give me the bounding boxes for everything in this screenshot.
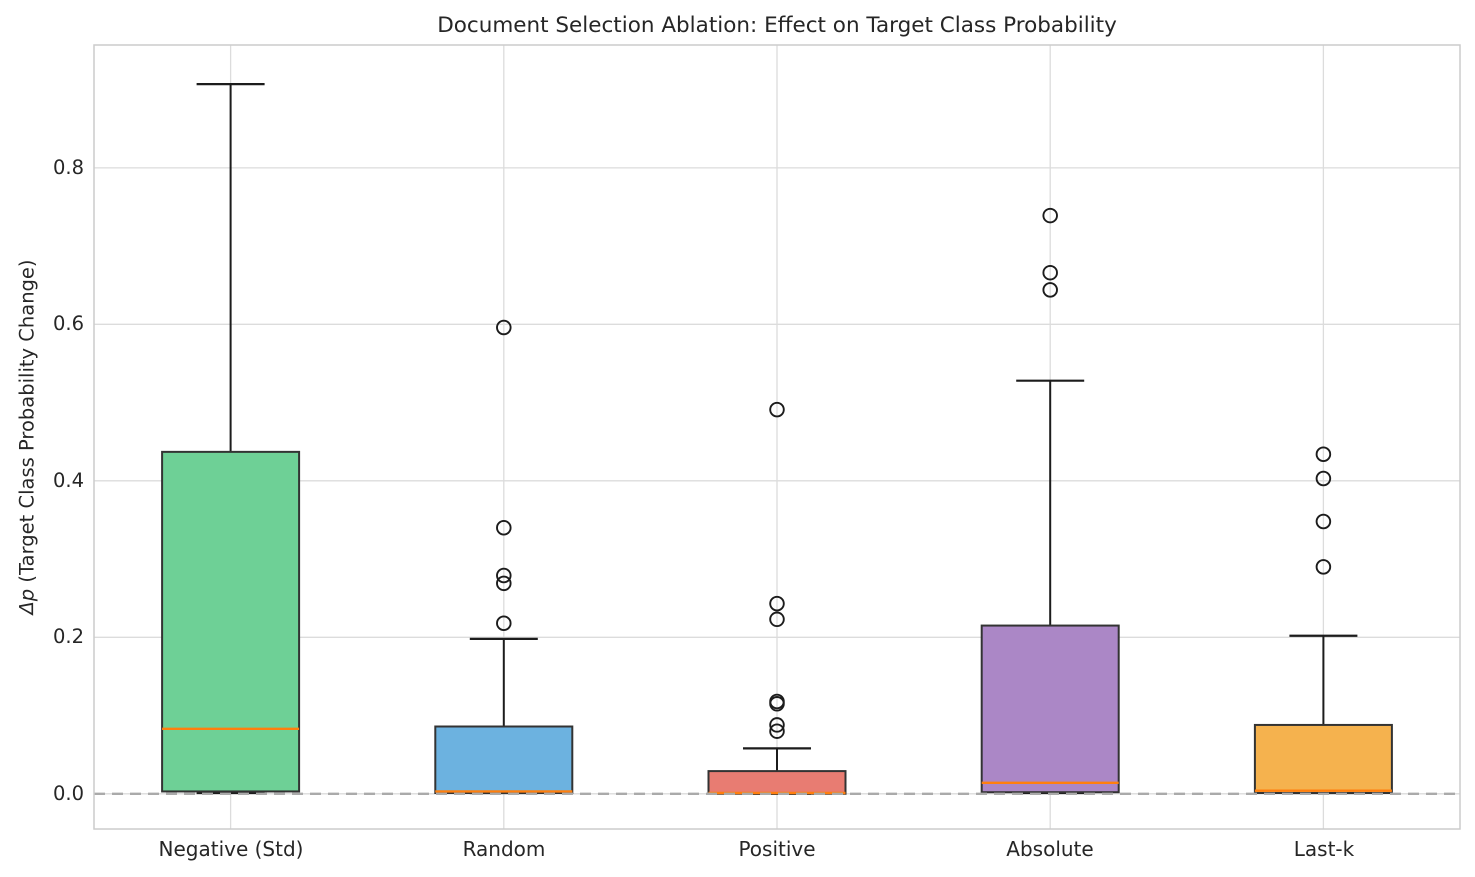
outlier-point-positive (769, 693, 785, 710)
plot-border (93, 44, 1461, 830)
box-random (434, 725, 574, 795)
y-tick-label-0-6: 0.6 (52, 312, 84, 335)
chart-title: Document Selection Ablation: Effect on T… (437, 13, 1117, 38)
y-tick-label-0-2: 0.2 (52, 625, 84, 648)
outlier-point-positive (769, 595, 785, 612)
x-tick-label-last-k: Last-k (1293, 837, 1355, 861)
outlier-point-last-k (1315, 470, 1332, 487)
outlier-point-positive (769, 611, 785, 628)
outlier-point-positive (769, 723, 785, 739)
outlier-point-absolute (1042, 207, 1058, 224)
y-tick-label-0-0: 0.0 (52, 782, 84, 805)
outlier-point-absolute (1042, 264, 1058, 281)
outlier-point-absolute (1042, 282, 1058, 298)
box-positive (707, 770, 847, 795)
outlier-point-last-k (1315, 513, 1332, 530)
x-tick-label-negative-std: Negative (Std) (158, 837, 304, 861)
outlier-point-random (496, 520, 512, 536)
box-absolute (980, 624, 1120, 794)
outlier-point-random (496, 615, 512, 631)
outlier-point-random (496, 319, 512, 336)
outlier-point-last-k (1315, 446, 1332, 462)
outlier-point-last-k (1315, 559, 1332, 575)
x-tick-label-positive: Positive (738, 837, 816, 861)
x-tick-label-absolute: Absolute (1006, 837, 1094, 861)
y-tick-label-0-4: 0.4 (52, 469, 84, 492)
y-tick-label-0-8: 0.8 (52, 156, 84, 179)
box-negative-std (161, 450, 301, 793)
outlier-point-positive (769, 401, 785, 418)
outlier-point-positive (769, 717, 785, 733)
outlier-point-random (496, 567, 512, 584)
outlier-point-random (496, 575, 512, 592)
box-last-k (1253, 723, 1393, 795)
x-tick-label-random: Random (462, 837, 546, 861)
